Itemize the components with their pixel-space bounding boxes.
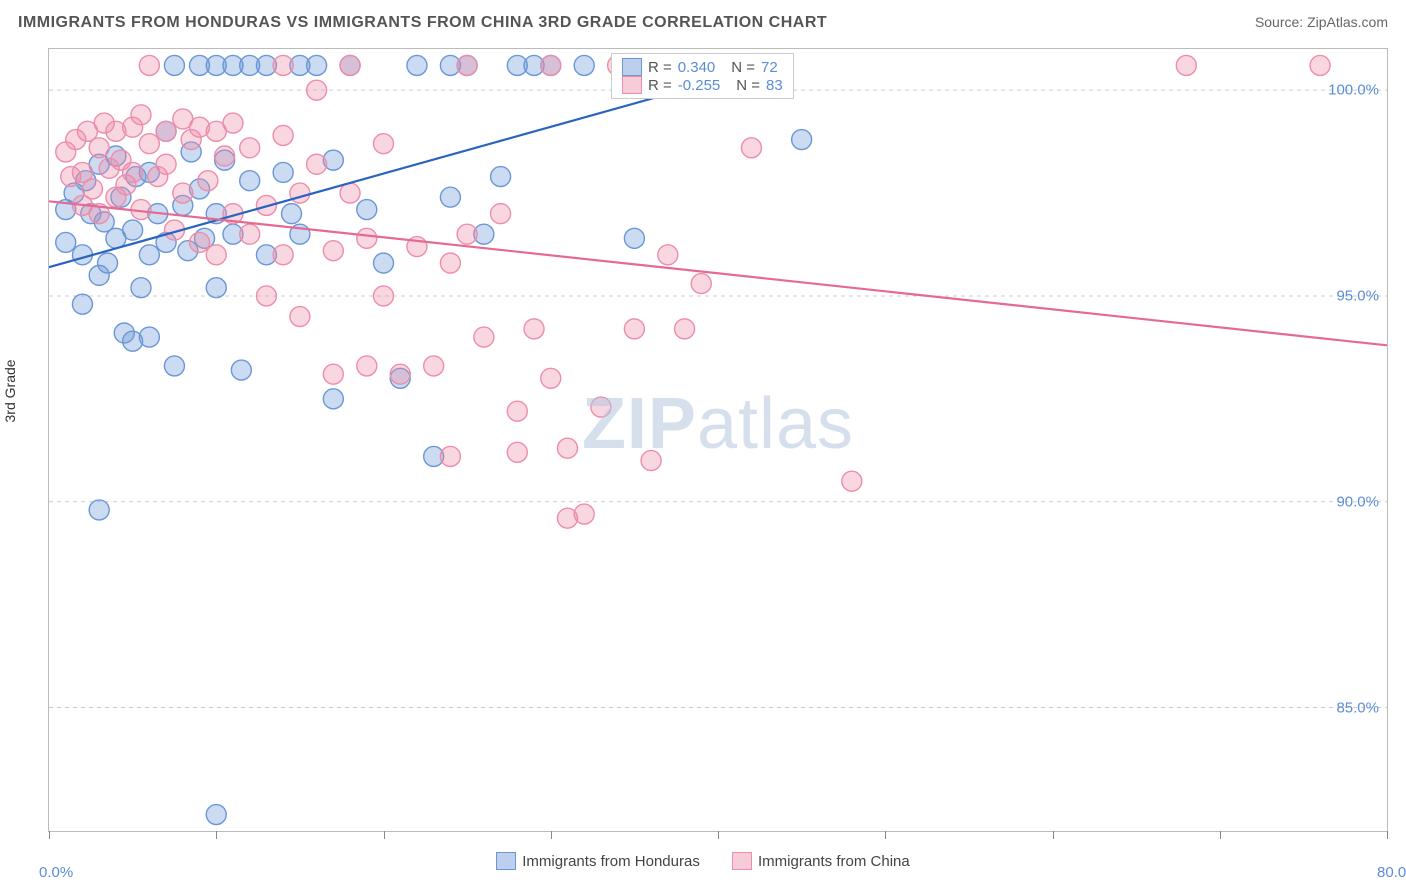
correlation-legend: R = 0.340 N = 72 R = -0.255 N = 83	[611, 53, 794, 99]
legend-label-china: Immigrants from China	[758, 853, 910, 870]
x-tick-mark	[885, 831, 886, 839]
y-tick-label: 85.0%	[1336, 699, 1379, 716]
r-value-blue: 0.340	[678, 59, 716, 76]
x-tick-mark	[384, 831, 385, 839]
n-value-pink: 83	[766, 77, 783, 94]
x-tick-mark	[551, 831, 552, 839]
bottom-legend: Immigrants from Honduras Immigrants from…	[0, 852, 1406, 874]
plot-svg	[49, 49, 1387, 831]
chart-area: ZIPatlas R = 0.340 N = 72 R = -0.255 N =…	[48, 48, 1388, 832]
legend-label-honduras: Immigrants from Honduras	[522, 853, 700, 870]
x-tick-mark	[1387, 831, 1388, 839]
y-tick-label: 100.0%	[1328, 82, 1379, 99]
x-tick-mark	[718, 831, 719, 839]
n-value-blue: 72	[761, 59, 778, 76]
y-tick-label: 95.0%	[1336, 287, 1379, 304]
legend-item-china: Immigrants from China	[732, 852, 910, 870]
x-tick-mark	[49, 831, 50, 839]
x-tick-mark	[216, 831, 217, 839]
source-label: Source: ZipAtlas.com	[1255, 14, 1388, 30]
x-tick-mark	[1053, 831, 1054, 839]
y-tick-label: 90.0%	[1336, 493, 1379, 510]
swatch-blue-icon	[622, 58, 642, 76]
x-tick-mark	[1220, 831, 1221, 839]
swatch-pink-icon	[732, 852, 752, 870]
chart-title: IMMIGRANTS FROM HONDURAS VS IMMIGRANTS F…	[18, 14, 827, 32]
y-axis-label: 3rd Grade	[2, 359, 18, 422]
r-value-pink: -0.255	[678, 77, 721, 94]
legend-row-blue: R = 0.340 N = 72	[622, 58, 783, 76]
legend-item-honduras: Immigrants from Honduras	[496, 852, 700, 870]
swatch-pink-icon	[622, 76, 642, 94]
legend-row-pink: R = -0.255 N = 83	[622, 76, 783, 94]
swatch-blue-icon	[496, 852, 516, 870]
